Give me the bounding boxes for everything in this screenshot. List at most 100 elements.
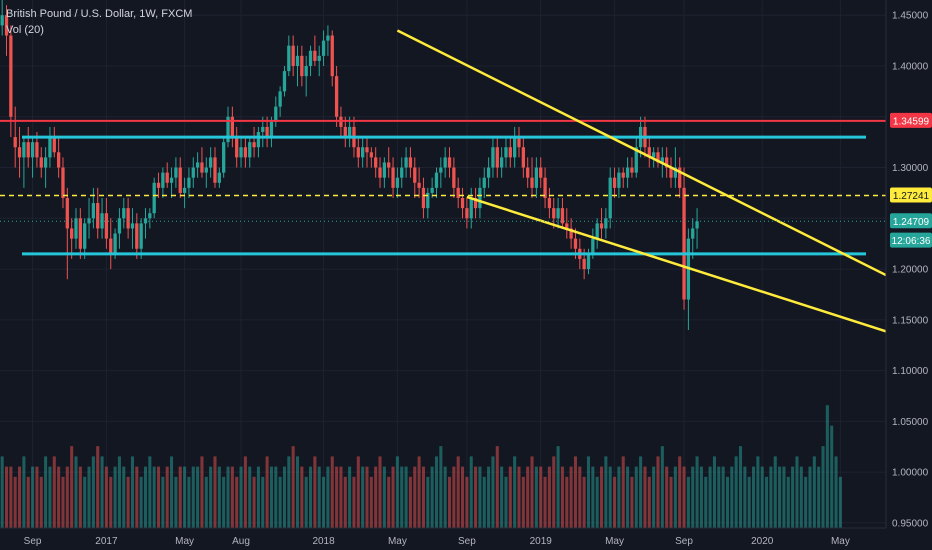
candle-body[interactable] <box>282 71 287 92</box>
candle-body[interactable] <box>595 223 599 239</box>
candle-body[interactable] <box>83 223 87 249</box>
candle-body[interactable] <box>222 142 226 173</box>
candle-body[interactable] <box>486 167 491 178</box>
candle-body[interactable] <box>287 45 291 72</box>
candle-body[interactable] <box>204 167 208 173</box>
candle-body[interactable] <box>599 223 604 229</box>
candle-body[interactable] <box>621 172 625 178</box>
candle-body[interactable] <box>647 147 651 158</box>
candle-body[interactable] <box>239 147 243 158</box>
candle-body[interactable] <box>291 45 295 66</box>
candle-body[interactable] <box>104 213 109 239</box>
candle-body[interactable] <box>208 157 213 168</box>
candle-body[interactable] <box>182 187 187 193</box>
candle-body[interactable] <box>426 192 430 209</box>
candle-body[interactable] <box>365 147 369 153</box>
candle-body[interactable] <box>43 157 48 168</box>
candle-body[interactable] <box>539 167 543 178</box>
candle-body[interactable] <box>339 116 343 127</box>
candle-body[interactable] <box>87 218 91 224</box>
candle-body[interactable] <box>235 137 239 158</box>
candle-body[interactable] <box>443 157 447 168</box>
candle-body[interactable] <box>465 208 469 219</box>
candle-body[interactable] <box>669 167 673 178</box>
candle-body[interactable] <box>30 142 35 158</box>
candle-body[interactable] <box>122 208 126 219</box>
candle-body[interactable] <box>691 228 695 239</box>
candle-body[interactable] <box>560 208 565 224</box>
candle-body[interactable] <box>330 35 334 77</box>
candle-body[interactable] <box>117 218 122 234</box>
candle-body[interactable] <box>695 221 699 229</box>
candle-body[interactable] <box>521 147 525 168</box>
candle-body[interactable] <box>508 147 512 158</box>
candle-body[interactable] <box>586 253 591 270</box>
candle-body[interactable] <box>565 223 569 229</box>
candle-body[interactable] <box>178 167 182 193</box>
candle-body[interactable] <box>456 187 460 198</box>
candle-body[interactable] <box>413 167 417 183</box>
candle-body[interactable] <box>660 157 664 163</box>
candle-body[interactable] <box>91 203 96 219</box>
candle-body[interactable] <box>612 177 617 188</box>
candle-body[interactable] <box>256 132 261 148</box>
candle-body[interactable] <box>152 182 156 214</box>
candle-body[interactable] <box>591 238 595 254</box>
candle-body[interactable] <box>143 218 148 224</box>
candle-body[interactable] <box>39 157 43 168</box>
candle-body[interactable] <box>135 223 139 249</box>
candle-body[interactable] <box>400 167 404 178</box>
candle-body[interactable] <box>391 167 395 188</box>
candle-body[interactable] <box>382 162 387 178</box>
candle-body[interactable] <box>378 167 382 178</box>
candle-body[interactable] <box>22 142 26 158</box>
candle-body[interactable] <box>326 35 330 41</box>
candle-body[interactable] <box>269 121 274 138</box>
candle-body[interactable] <box>447 157 452 168</box>
candle-body[interactable] <box>321 40 326 56</box>
candle-body[interactable] <box>421 187 426 209</box>
candle-body[interactable] <box>169 177 174 183</box>
candle-body[interactable] <box>261 126 265 132</box>
candle-body[interactable] <box>243 147 248 158</box>
candle-body[interactable] <box>478 187 482 209</box>
candle-body[interactable] <box>513 137 517 158</box>
candle-body[interactable] <box>61 167 65 198</box>
candle-body[interactable] <box>387 162 391 168</box>
candle-body[interactable] <box>460 198 465 209</box>
candle-body[interactable] <box>369 152 373 158</box>
candle-body[interactable] <box>96 203 100 229</box>
candle-body[interactable] <box>361 147 365 158</box>
candle-body[interactable] <box>113 233 117 254</box>
candle-body[interactable] <box>430 187 434 193</box>
candle-body[interactable] <box>48 137 52 158</box>
candle-body[interactable] <box>26 142 30 158</box>
candle-body[interactable] <box>625 167 630 178</box>
candle-body[interactable] <box>13 137 17 148</box>
candle-body[interactable] <box>35 142 39 158</box>
candle-body[interactable] <box>495 147 499 168</box>
candle-body[interactable] <box>139 223 143 249</box>
candle-body[interactable] <box>308 50 313 66</box>
candle-body[interactable] <box>665 157 669 168</box>
candle-body[interactable] <box>109 238 113 254</box>
candle-body[interactable] <box>226 116 230 143</box>
candle-body[interactable] <box>126 208 130 229</box>
candle-body[interactable] <box>252 142 256 148</box>
candle-body[interactable] <box>130 223 135 229</box>
candle-body[interactable] <box>569 228 573 239</box>
candle-body[interactable] <box>517 137 521 148</box>
candle-body[interactable] <box>604 218 608 229</box>
candle-body[interactable] <box>9 35 13 117</box>
candle-body[interactable] <box>165 172 169 183</box>
trendline[interactable] <box>396 29 889 278</box>
candle-body[interactable] <box>213 157 217 183</box>
candle-body[interactable] <box>148 213 152 219</box>
candle-body[interactable] <box>534 167 539 188</box>
candle-body[interactable] <box>217 172 221 183</box>
candle-body[interactable] <box>156 182 161 188</box>
candle-body[interactable] <box>634 147 638 173</box>
candle-body[interactable] <box>195 162 200 168</box>
candle-body[interactable] <box>482 177 486 188</box>
candle-body[interactable] <box>556 208 560 219</box>
